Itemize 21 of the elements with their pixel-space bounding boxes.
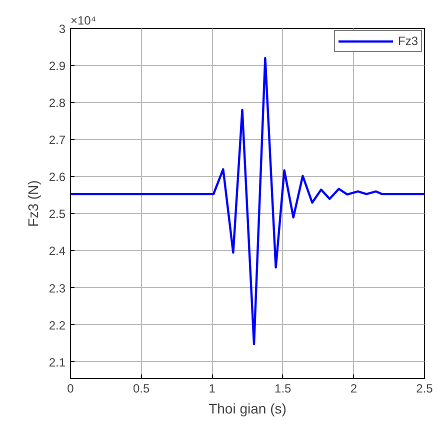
y-tick-label: 2.3 xyxy=(48,281,66,296)
y-tick-label: 2.9 xyxy=(48,59,66,74)
y-tick-label: 3 xyxy=(58,22,66,36)
y-axis-title: Fz3 (N) xyxy=(24,180,41,227)
x-tick-label: 0 xyxy=(67,382,74,396)
y-tick-label: 2.6 xyxy=(48,170,66,184)
x-tick-label: 1 xyxy=(208,382,216,396)
y-tick-label: 2.8 xyxy=(48,96,66,110)
line-series xyxy=(70,57,424,346)
legend-label: Fz3 xyxy=(398,34,418,48)
x-tick-label: 2 xyxy=(350,382,358,396)
x-axis-title: Thoi gian (s) xyxy=(208,400,286,416)
y-tick-label: 2.2 xyxy=(48,318,66,332)
y-tick-label: 2.4 xyxy=(48,244,66,258)
x-tick-label: 2.5 xyxy=(416,382,434,396)
x-tick-label: 1.5 xyxy=(274,382,292,396)
x-tick-label: 0.5 xyxy=(132,382,150,396)
y-tick-label: 2.1 xyxy=(48,355,66,370)
y-tick-label: 2.5 xyxy=(48,207,66,222)
text: ×10⁴ xyxy=(70,14,96,28)
y-tick-label: 2.7 xyxy=(48,133,66,148)
